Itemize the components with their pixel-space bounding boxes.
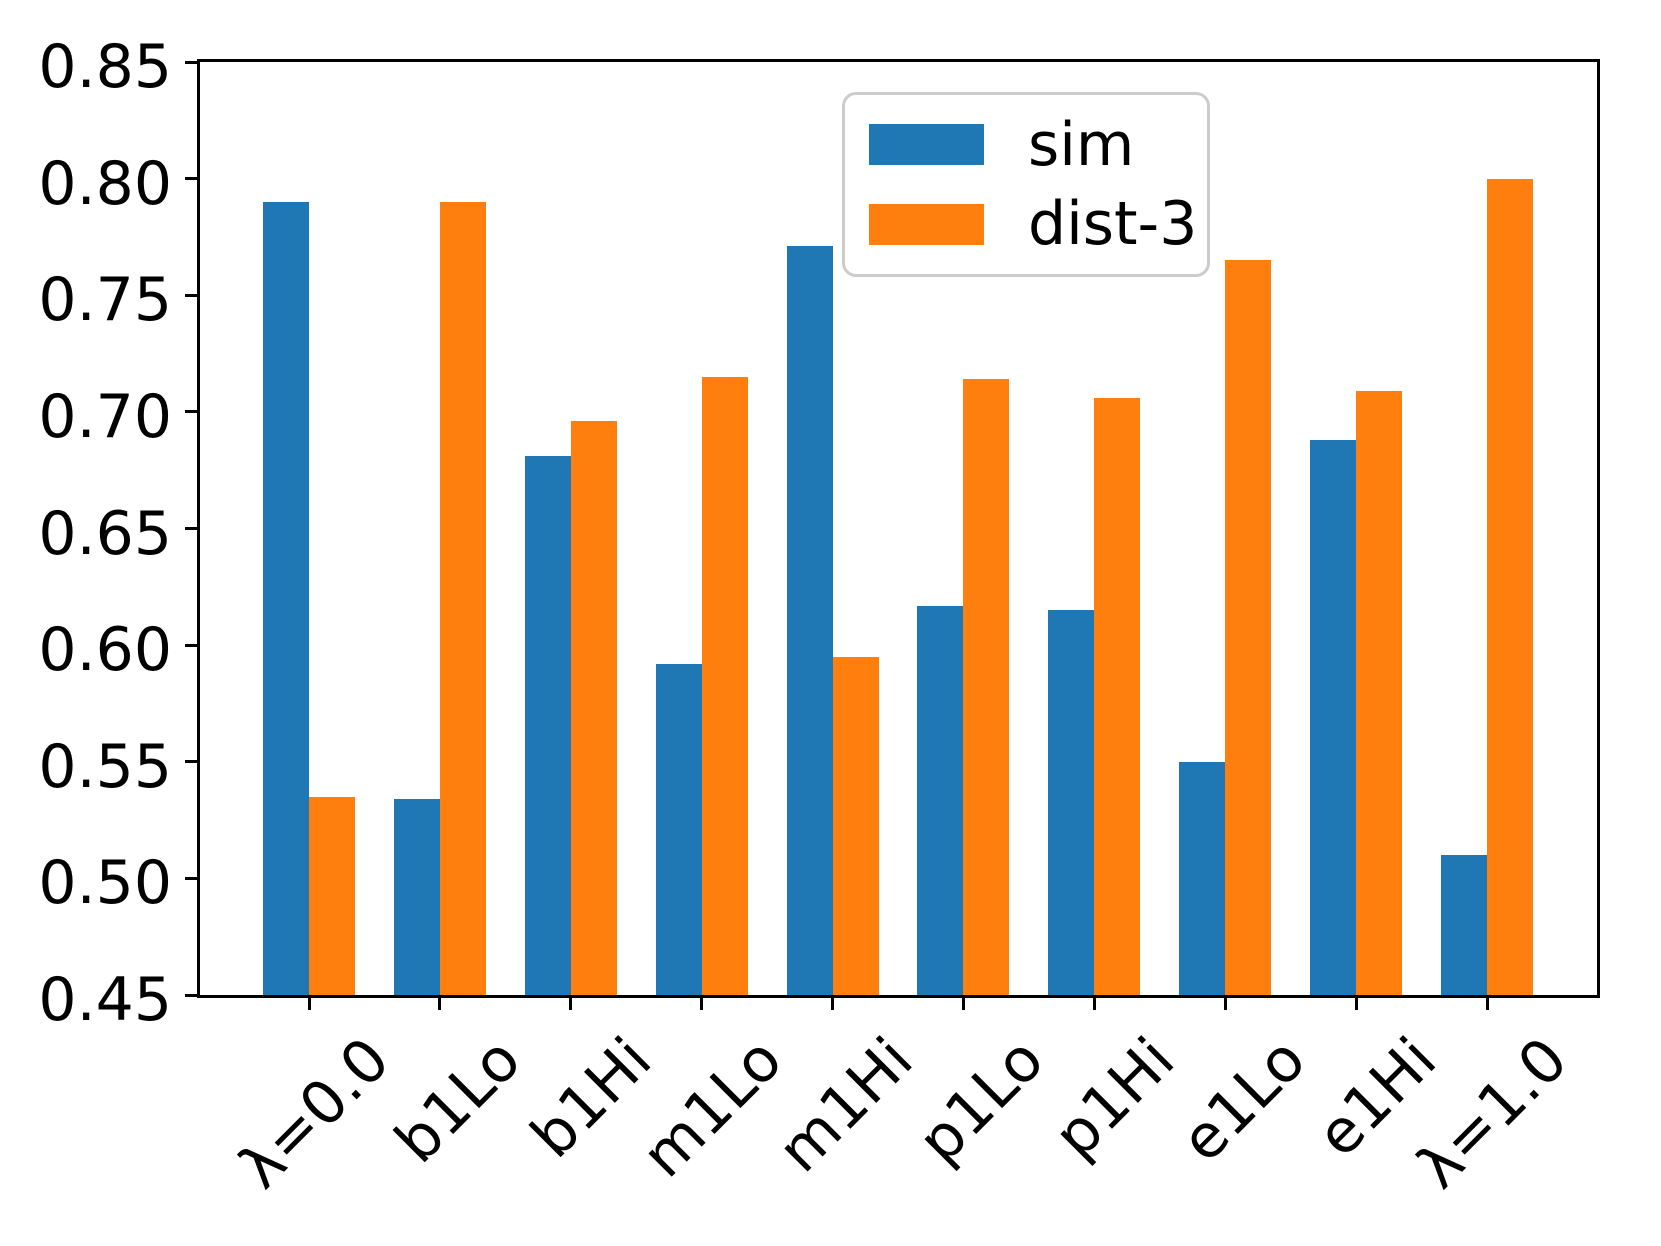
bar-sim-b1Hi [524, 456, 571, 995]
legend-swatch-dist-3 [869, 203, 984, 245]
bar-dist-3-e1Hi [1356, 390, 1403, 995]
y-tick-label: 0.45 [38, 965, 172, 1035]
bar-sim-b1Lo [393, 799, 440, 995]
bar-dist-3-λ=1.0 [1487, 178, 1533, 995]
x-tick-label: m1Lo [628, 1024, 796, 1192]
x-tick-mark [831, 998, 835, 1010]
x-tick-label: b1Lo [381, 1024, 534, 1177]
bar-dist-3-p1Hi [1094, 397, 1141, 995]
x-tick-mark [1092, 998, 1096, 1010]
y-tick-mark [185, 410, 197, 414]
x-tick-label: p1Hi [1041, 1024, 1189, 1172]
bar-sim-p1Hi [1048, 610, 1095, 995]
bar-sim-p1Lo [917, 605, 964, 995]
y-tick-mark [185, 60, 197, 64]
y-tick-mark [185, 293, 197, 297]
legend-label-sim: sim [1028, 109, 1135, 180]
y-tick-mark [185, 760, 197, 764]
y-tick-mark [185, 527, 197, 530]
bar-sim-e1Lo [1179, 761, 1226, 995]
bar-dist-3-m1Lo [701, 376, 748, 995]
bar-sim-λ=0.0 [263, 201, 309, 995]
y-tick-label: 0.55 [38, 731, 172, 802]
legend-row-dist-3: dist-3 [869, 194, 1207, 254]
x-tick-label: λ=0.0 [225, 1024, 403, 1203]
y-tick-mark [185, 876, 197, 880]
bar-dist-3-λ=0.0 [309, 796, 355, 995]
x-tick-label: λ=1.0 [1403, 1024, 1581, 1203]
y-tick-label: 0.75 [38, 265, 172, 336]
x-tick-mark [961, 998, 965, 1010]
legend-label-dist-3: dist-3 [1028, 189, 1198, 260]
x-tick-mark [307, 998, 311, 1010]
y-tick-label: 0.70 [38, 381, 172, 452]
bar-sim-e1Hi [1310, 439, 1357, 995]
bar-sim-m1Lo [655, 663, 702, 995]
x-tick-mark [569, 998, 573, 1010]
bar-dist-3-e1Lo [1225, 260, 1272, 995]
legend: sim dist-3 [842, 92, 1210, 277]
y-tick-label: 0.80 [38, 148, 172, 219]
x-tick-mark [1354, 998, 1358, 1010]
bar-sim-m1Hi [786, 246, 833, 995]
y-tick-mark [185, 993, 197, 997]
x-tick-mark [700, 998, 704, 1010]
x-tick-label: e1Lo [1167, 1024, 1320, 1176]
y-tick-label: 0.65 [38, 498, 172, 569]
x-tick-label: p1Lo [905, 1024, 1058, 1177]
y-tick-mark [185, 643, 197, 647]
bar-sim-λ=1.0 [1441, 855, 1487, 995]
y-tick-mark [185, 177, 197, 181]
y-tick-label: 0.60 [38, 615, 172, 686]
x-tick-label: m1Hi [765, 1024, 927, 1186]
legend-swatch-sim [869, 124, 984, 166]
x-tick-mark [1485, 998, 1489, 1010]
x-tick-mark [1223, 998, 1227, 1010]
y-tick-label: 0.50 [38, 848, 172, 919]
y-tick-label: 0.85 [38, 32, 172, 102]
bar-dist-3-m1Hi [832, 656, 879, 995]
legend-row-sim: sim [869, 115, 1207, 175]
bar-dist-3-b1Lo [439, 201, 486, 995]
bar-dist-3-b1Hi [570, 421, 617, 995]
bar-dist-3-p1Lo [963, 379, 1010, 995]
x-tick-mark [438, 998, 442, 1010]
